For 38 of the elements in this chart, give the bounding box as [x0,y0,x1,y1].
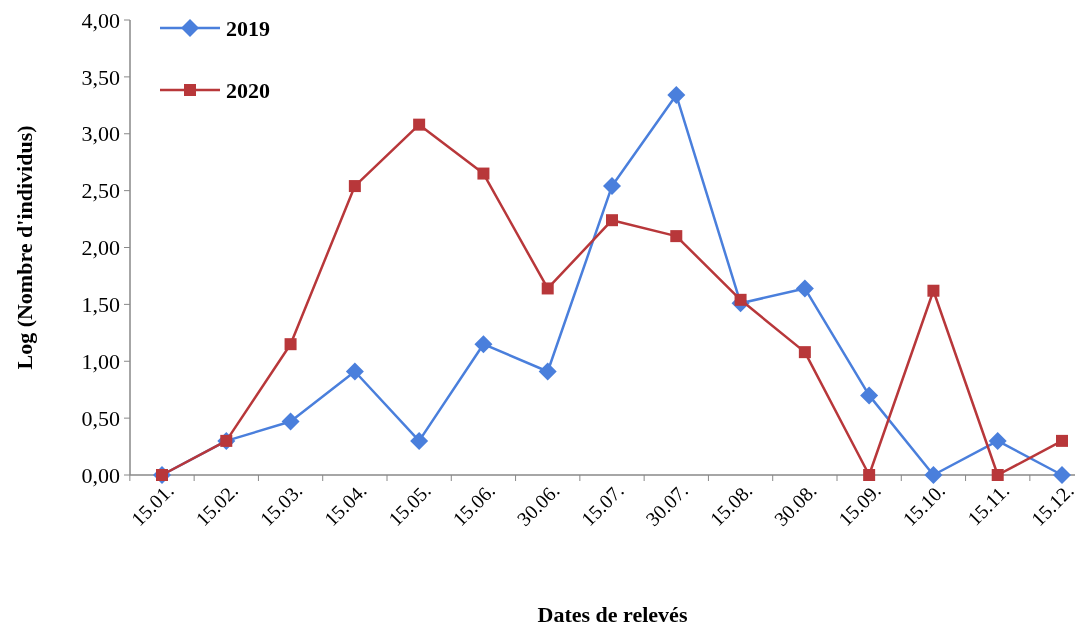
point [991,469,1004,481]
point [670,230,683,243]
x-axis-title: Dates de relevés [537,602,688,627]
point [860,386,879,405]
legend-label: 2020 [226,77,270,103]
point [606,214,618,227]
y-tick-label: 1,00 [81,348,120,374]
point [603,177,621,196]
legend-label: 2019 [226,15,270,41]
point [477,167,490,180]
point [798,346,811,359]
point [345,362,364,381]
point [348,180,361,193]
y-tick-label: 2,00 [81,235,120,261]
y-tick-label: 3,50 [81,64,120,90]
point [410,431,429,450]
point [988,431,1007,450]
point [924,466,943,484]
point [541,282,554,295]
y-tick-label: 0,50 [81,405,120,431]
point [281,412,300,431]
point [1056,434,1068,447]
point [667,86,686,105]
point [795,279,814,298]
point [538,362,557,381]
y-axis-title: Log (Nombre d'individus) [12,125,37,370]
point [284,338,297,351]
point [927,284,940,297]
y-tick-label: 1,50 [81,292,120,318]
point [474,335,493,354]
point [734,293,747,306]
point [413,118,426,131]
y-tick-label: 2,50 [81,178,120,204]
y-tick-label: 0,00 [81,462,120,488]
y-tick-label: 3,00 [81,121,120,147]
point [1053,466,1071,484]
point [863,469,876,481]
y-tick-label: 4,00 [81,7,120,33]
